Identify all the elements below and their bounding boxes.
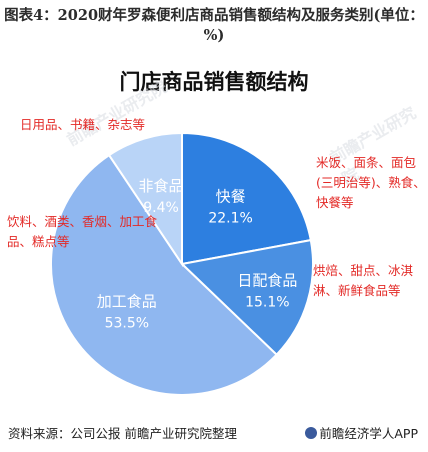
slice-value-label: 9.4% (143, 200, 179, 216)
chart-title: 门店商品销售额结构 (119, 70, 309, 94)
annotation-kuaican: 米饭、面条、面包(三明治等)、熟食、快餐等 (316, 155, 426, 210)
source-note: 资料来源：公司公报 前瞻产业研究院整理 (8, 426, 237, 441)
annotation-riyong: 日用品、书籍、杂志等 (20, 117, 146, 132)
logo-icon (305, 427, 318, 439)
annotation-yinliao: 饮料、酒类、香烟、加工食品、糕点等 (7, 214, 158, 249)
slice-label: 快餐 (216, 188, 246, 206)
slice-value-label: 15.1% (245, 294, 289, 310)
slice-value-label: 22.1% (208, 211, 252, 227)
brand-logo: 前瞻经济学人APP (305, 423, 418, 442)
logo-text: 前瞻经济学人APP (319, 426, 418, 441)
slice-label: 日配食品 (237, 271, 297, 289)
pie-slice (107, 131, 183, 268)
slice-label: 非食品 (139, 177, 184, 195)
slice-value-label: 53.5% (105, 315, 149, 331)
figure-title: 图表4：2020财年罗森便利店商品销售额结构及服务类别(单位：%) (4, 7, 424, 44)
pie-slice (181, 131, 312, 266)
annotation-ripei: 烘焙、甜点、冰淇淋、新鲜食品等 (313, 263, 414, 298)
pie-slice (50, 153, 278, 396)
slice-label: 加工食品 (97, 292, 157, 310)
pie-slice (179, 238, 314, 357)
